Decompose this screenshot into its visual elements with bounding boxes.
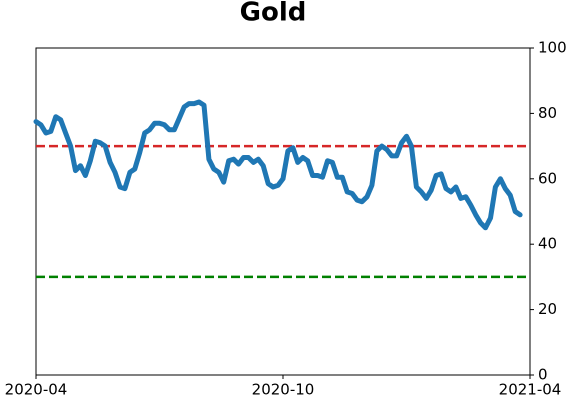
plot-frame	[35, 47, 531, 376]
x-tick-label: 2020-10	[252, 381, 315, 399]
y-tick-label: 0	[538, 366, 548, 384]
y-tick-label: 80	[538, 104, 557, 122]
chart-title: Gold	[240, 0, 307, 28]
y-tick-label: 60	[538, 169, 557, 187]
y-tick-label: 100	[538, 39, 567, 57]
y-tick-label: 40	[538, 235, 557, 253]
x-tick-label: 2021-04	[499, 381, 562, 399]
y-tick-label: 20	[538, 300, 557, 318]
data-line	[33, 99, 523, 231]
x-tick-label: 2020-04	[5, 381, 68, 399]
